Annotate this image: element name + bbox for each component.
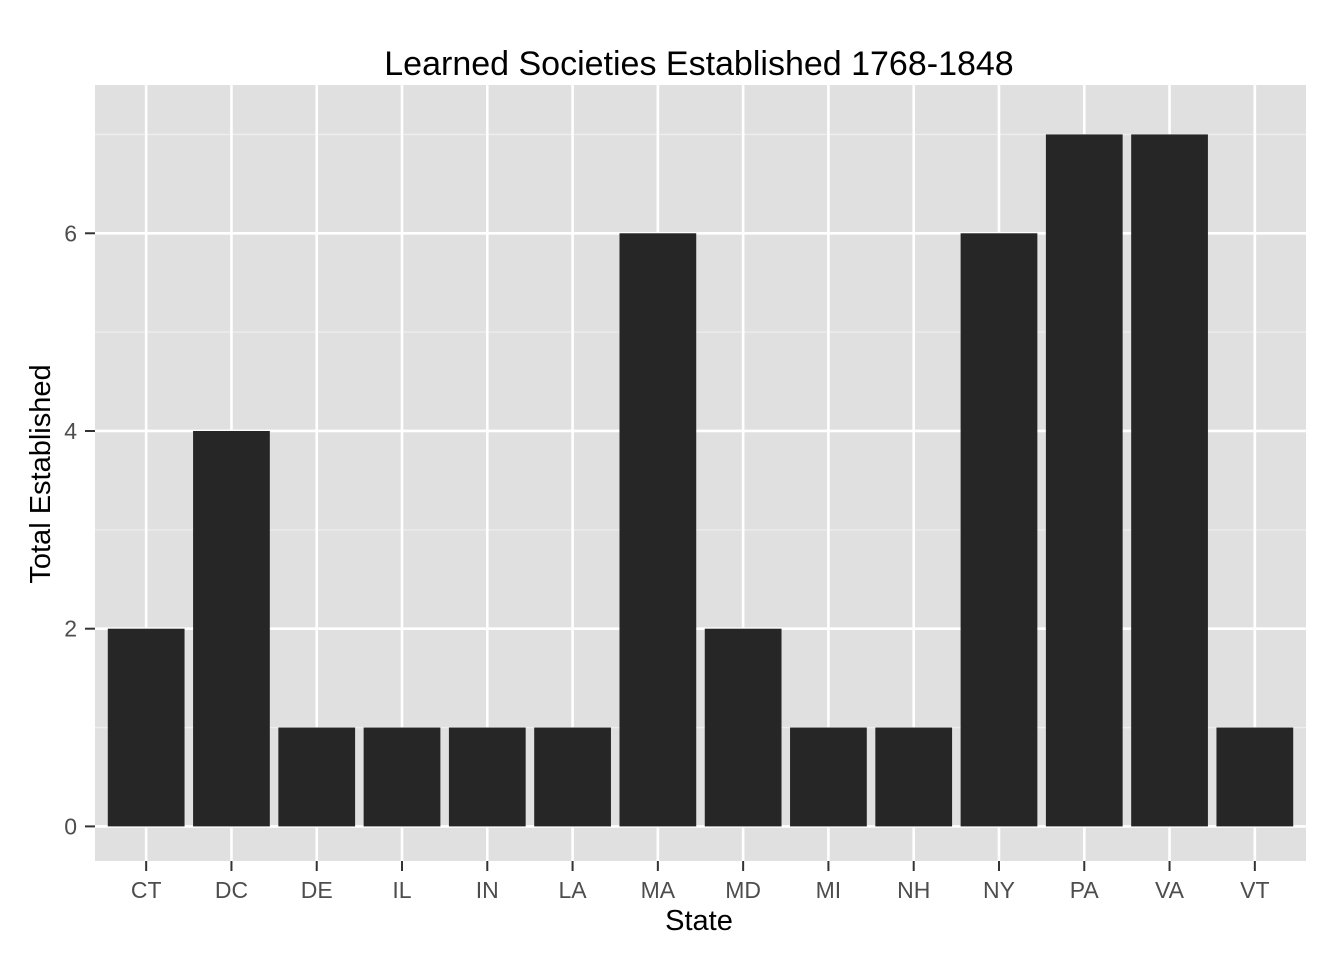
x-tick-label-in: IN xyxy=(476,877,499,903)
bar-md xyxy=(704,628,782,827)
bar-dc xyxy=(193,430,270,827)
bar-la xyxy=(534,727,611,827)
x-tick-label-il: IL xyxy=(392,877,411,903)
bar-mi xyxy=(790,727,867,827)
bar-ma xyxy=(619,233,697,827)
bar-vt xyxy=(1216,727,1294,827)
x-tick-label-va: VA xyxy=(1155,877,1185,903)
bar-va xyxy=(1131,134,1208,827)
bar-ct xyxy=(107,628,185,827)
y-axis: 0 2 4 6 xyxy=(64,220,95,839)
x-tick-label-dc: DC xyxy=(215,877,248,903)
x-tick-label-ma: MA xyxy=(641,877,676,903)
y-tick-label: 4 xyxy=(64,418,77,444)
bar-ny xyxy=(960,233,1038,827)
bar-pa xyxy=(1045,134,1123,827)
y-axis-title: Total Established xyxy=(25,364,57,583)
x-tick-label-pa: PA xyxy=(1070,877,1100,903)
x-tick-label-md: MD xyxy=(725,877,761,903)
y-tick-label: 0 xyxy=(64,813,77,839)
x-axis-title: State xyxy=(665,905,733,937)
bar-nh xyxy=(875,727,953,827)
x-tick-label-la: LA xyxy=(559,877,588,903)
x-tick-label-vt: VT xyxy=(1240,877,1269,903)
bars-group xyxy=(107,134,1294,827)
bar-il xyxy=(363,727,441,827)
y-tick-label: 2 xyxy=(64,616,77,642)
chart-title: Learned Societies Established 1768-1848 xyxy=(384,45,1013,83)
x-tick-label-ny: NY xyxy=(983,877,1015,903)
bar-de xyxy=(278,727,356,827)
x-axis: CT DC DE IL IN LA MA MD MI NH NY PA VA VT xyxy=(131,861,1270,903)
x-tick-label-ct: CT xyxy=(131,877,162,903)
x-tick-label-nh: NH xyxy=(897,877,930,903)
bar-in xyxy=(448,727,526,827)
y-tick-label: 6 xyxy=(64,220,77,246)
plot-panel xyxy=(95,85,1306,861)
x-tick-label-de: DE xyxy=(301,877,333,903)
x-tick-label-mi: MI xyxy=(816,877,842,903)
